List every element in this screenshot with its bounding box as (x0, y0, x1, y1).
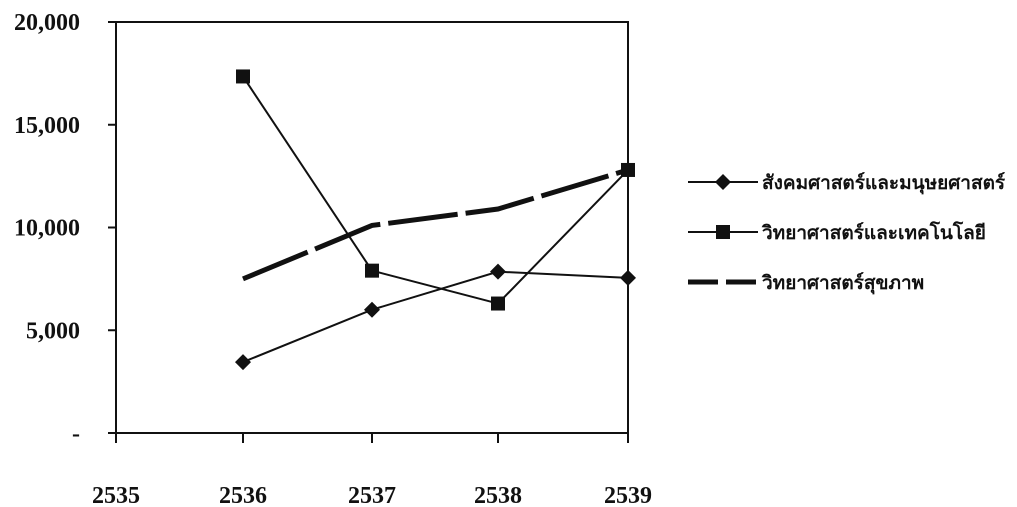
series-3 (242, 167, 629, 282)
legend-label: สังคมศาสตร์และมนุษยศาสตร์ (762, 172, 1006, 195)
series-2-line (242, 75, 629, 305)
y-tick-label: 20,000 (14, 10, 80, 36)
legend-item-2: วิทยาศาสตร์และเทคโนโลยี (688, 221, 986, 244)
series-1-line (242, 270, 629, 364)
x-tick-label: 2537 (348, 483, 396, 507)
series-2-point (236, 69, 250, 84)
x-tick-label: 2535 (92, 483, 140, 507)
series-1 (235, 263, 636, 371)
legend-label: วิทยาศาสตร์สุขภาพ (762, 272, 925, 295)
x-tick-label: 2538 (474, 483, 522, 507)
series-3-line (242, 167, 629, 282)
x-tick-label: 2536 (219, 483, 267, 507)
legend-marker (715, 174, 731, 190)
legend-item-3: วิทยาศาสตร์สุขภาพ (688, 272, 924, 295)
series-2-point (365, 263, 379, 278)
y-tick-label: 5,000 (26, 318, 80, 344)
x-axis: 2535 2536 2537 2538 2539 (92, 433, 652, 507)
y-tick-label: 15,000 (14, 113, 80, 139)
series-2-point (491, 296, 505, 311)
legend-marker (716, 225, 730, 239)
series-1-point (490, 263, 506, 280)
x-tick-label: 2539 (604, 483, 652, 507)
series-1-point (364, 301, 380, 318)
legend-item-1: สังคมศาสตร์และมนุษยศาสตร์ (688, 172, 1006, 195)
y-tick-label: - (72, 421, 80, 447)
series-layer (235, 69, 636, 371)
legend-label: วิทยาศาสตร์และเทคโนโลยี (762, 221, 986, 244)
y-tick-label: 10,000 (14, 216, 80, 242)
series-1-point (620, 269, 636, 286)
series-1-point (235, 354, 251, 371)
legend: สังคมศาสตร์และมนุษยศาสตร์วิทยาศาสตร์และเ… (688, 172, 1006, 295)
y-axis: - 5,000 10,000 15,000 20,000 (14, 10, 116, 447)
